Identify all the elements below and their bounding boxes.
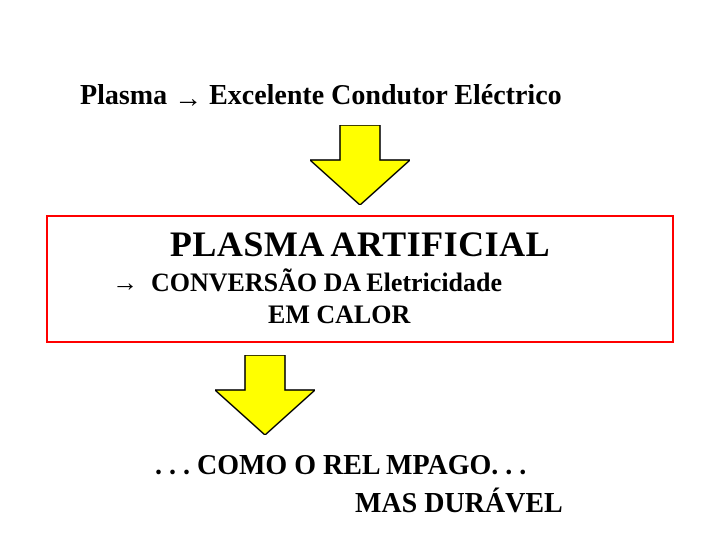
top-left-word: Plasma [80,80,167,111]
box-heading: PLASMA ARTIFICIAL [58,223,662,265]
bottom-line-2: MAS DURÁVEL [355,488,563,520]
bottom-line-1: . . . COMO O REL MPAGO. . . [155,450,526,482]
right-arrow-glyph: → [112,267,138,297]
box-subline-2: EM CALOR [58,300,662,330]
top-text-line: Plasma → Excelente Condutor Eléctrico [80,80,562,114]
arrow-polygon [215,355,315,435]
down-arrow-icon [310,125,410,205]
down-arrow-icon [215,355,315,435]
box-subtext: CONVERSÃO DA Eletricidade [151,268,502,297]
arrow-polygon [310,125,410,205]
right-arrow-glyph: → [174,82,202,114]
top-right-phrase: Excelente Condutor Eléctrico [209,80,562,111]
box-subline-1: → CONVERSÃO DA Eletricidade [58,267,662,298]
highlight-box: PLASMA ARTIFICIAL → CONVERSÃO DA Eletric… [46,215,674,343]
